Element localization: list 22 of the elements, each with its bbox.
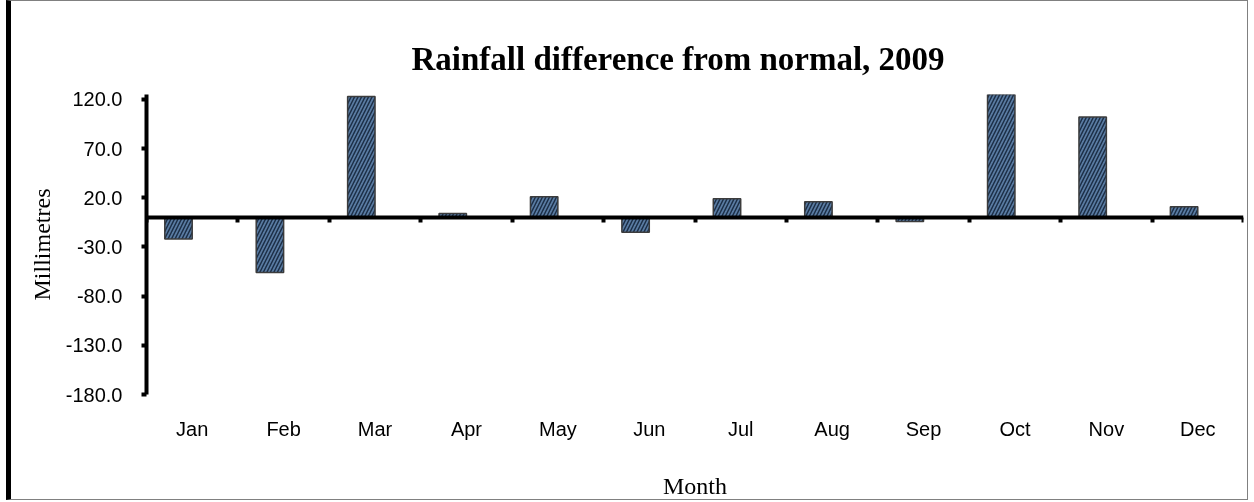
y-axis-title: Millimetres <box>28 188 55 301</box>
x-tick-label: Jul <box>727 417 754 440</box>
y-tick-label: 20.0 <box>83 186 123 209</box>
x-tick-label: Sep <box>905 417 942 440</box>
y-tick-label: -180.0 <box>65 383 123 406</box>
y-tick-label: 120.0 <box>72 88 123 111</box>
x-tick-label: Jun <box>633 417 666 440</box>
x-axis-title: Month <box>663 472 728 499</box>
x-tick-label: May <box>538 417 577 440</box>
x-tick-label: Nov <box>1088 417 1125 440</box>
y-tick-label: -30.0 <box>76 235 123 258</box>
y-tick-label: 70.0 <box>83 137 123 160</box>
x-tick-label: Aug <box>814 417 850 440</box>
x-tick-label: Feb <box>266 417 301 440</box>
x-tick-label: Jan <box>176 417 209 440</box>
x-tick-label: Oct <box>999 417 1031 440</box>
y-tick-label: -130.0 <box>65 334 123 357</box>
x-tick-label: Mar <box>357 417 393 440</box>
x-tick-label: Apr <box>450 417 483 440</box>
chart-title: Rainfall difference from normal, 2009 <box>411 40 945 77</box>
y-tick-label: -80.0 <box>76 285 123 308</box>
x-tick-label: Dec <box>1180 417 1216 440</box>
